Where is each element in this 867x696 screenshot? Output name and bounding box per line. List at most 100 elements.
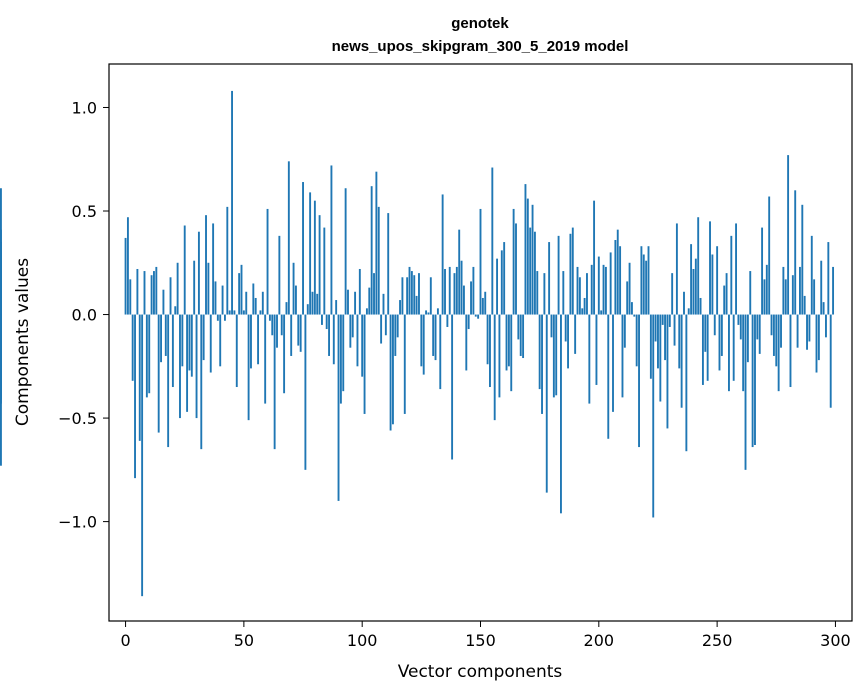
- bar: [713, 314, 716, 336]
- bar: [460, 260, 463, 315]
- x-tick-label: 150: [465, 631, 496, 650]
- bar: [228, 310, 231, 315]
- bar: [276, 314, 278, 348]
- bar: [311, 291, 314, 315]
- bar: [190, 314, 193, 377]
- bar: [280, 314, 283, 336]
- bar: [737, 314, 740, 325]
- bar: [756, 314, 759, 340]
- bar: [687, 308, 690, 315]
- bar: [448, 266, 451, 315]
- bar: [522, 314, 525, 359]
- bar: [266, 208, 269, 315]
- bar: [588, 314, 591, 404]
- bar: [806, 314, 808, 350]
- bar: [292, 262, 295, 315]
- bar: [519, 314, 522, 356]
- bar: [789, 314, 792, 388]
- bar: [787, 155, 790, 315]
- bar: [638, 314, 640, 448]
- bar: [503, 242, 506, 315]
- bar: [174, 306, 177, 315]
- bar: [586, 273, 588, 315]
- bar: [697, 217, 700, 315]
- bar: [401, 277, 404, 315]
- bar: [408, 266, 411, 315]
- bar: [590, 264, 593, 315]
- bar: [730, 235, 733, 315]
- bar: [441, 194, 444, 315]
- bar: [668, 314, 671, 327]
- bar: [827, 242, 830, 315]
- bar: [470, 281, 472, 315]
- bar: [356, 314, 359, 367]
- bar: [621, 314, 624, 398]
- bar: [664, 314, 667, 361]
- bar: [309, 192, 312, 315]
- bar: [323, 227, 326, 315]
- bar: [126, 217, 129, 315]
- bar: [349, 314, 352, 348]
- bar: [723, 285, 726, 315]
- bar: [240, 264, 243, 315]
- bar: [529, 227, 532, 315]
- bar: [770, 314, 773, 336]
- bar: [744, 314, 747, 470]
- bar: [496, 258, 499, 315]
- bar: [306, 304, 309, 315]
- bar: [796, 314, 799, 348]
- bar: [799, 266, 801, 315]
- x-tick-label: 200: [584, 631, 615, 650]
- bar: [328, 314, 330, 356]
- bar: [155, 266, 158, 315]
- y-tick-label: −0.5: [58, 409, 97, 428]
- bar: [666, 314, 669, 429]
- x-tick-label: 300: [820, 631, 851, 650]
- bar: [829, 314, 832, 408]
- bar: [761, 227, 764, 315]
- bar: [609, 252, 612, 315]
- bar: [633, 314, 636, 317]
- bar: [252, 283, 255, 315]
- bar: [574, 314, 577, 354]
- bar: [351, 314, 354, 338]
- bar: [543, 273, 546, 315]
- bar: [418, 273, 420, 315]
- bar: [216, 314, 219, 321]
- bar: [536, 271, 539, 315]
- bar: [273, 314, 276, 450]
- bar: [571, 227, 574, 315]
- bar: [283, 314, 286, 394]
- bar: [231, 90, 233, 315]
- bar: [749, 271, 752, 315]
- bar: [235, 314, 238, 388]
- bar: [583, 297, 586, 315]
- bar: [782, 266, 785, 315]
- bar: [290, 314, 293, 356]
- bar: [808, 314, 811, 342]
- bar: [238, 273, 241, 315]
- bar: [325, 314, 328, 330]
- bar: [616, 229, 619, 315]
- bar: [285, 302, 288, 315]
- bar: [242, 310, 245, 315]
- bar: [396, 314, 399, 338]
- bar: [683, 291, 685, 315]
- x-tick-label: 250: [702, 631, 733, 650]
- bar: [214, 281, 217, 315]
- bar: [264, 314, 267, 404]
- bar: [250, 314, 252, 369]
- bar: [261, 291, 264, 315]
- bars-group: [0, 90, 835, 597]
- bar: [555, 314, 558, 396]
- bar: [195, 314, 198, 419]
- bar: [500, 250, 503, 315]
- bar: [347, 289, 349, 315]
- bar: [652, 314, 655, 518]
- y-tick-label: 0.5: [72, 202, 97, 221]
- bar: [181, 314, 184, 367]
- bar: [451, 314, 454, 460]
- bar: [134, 314, 136, 479]
- bar: [394, 314, 397, 356]
- bar: [699, 297, 702, 315]
